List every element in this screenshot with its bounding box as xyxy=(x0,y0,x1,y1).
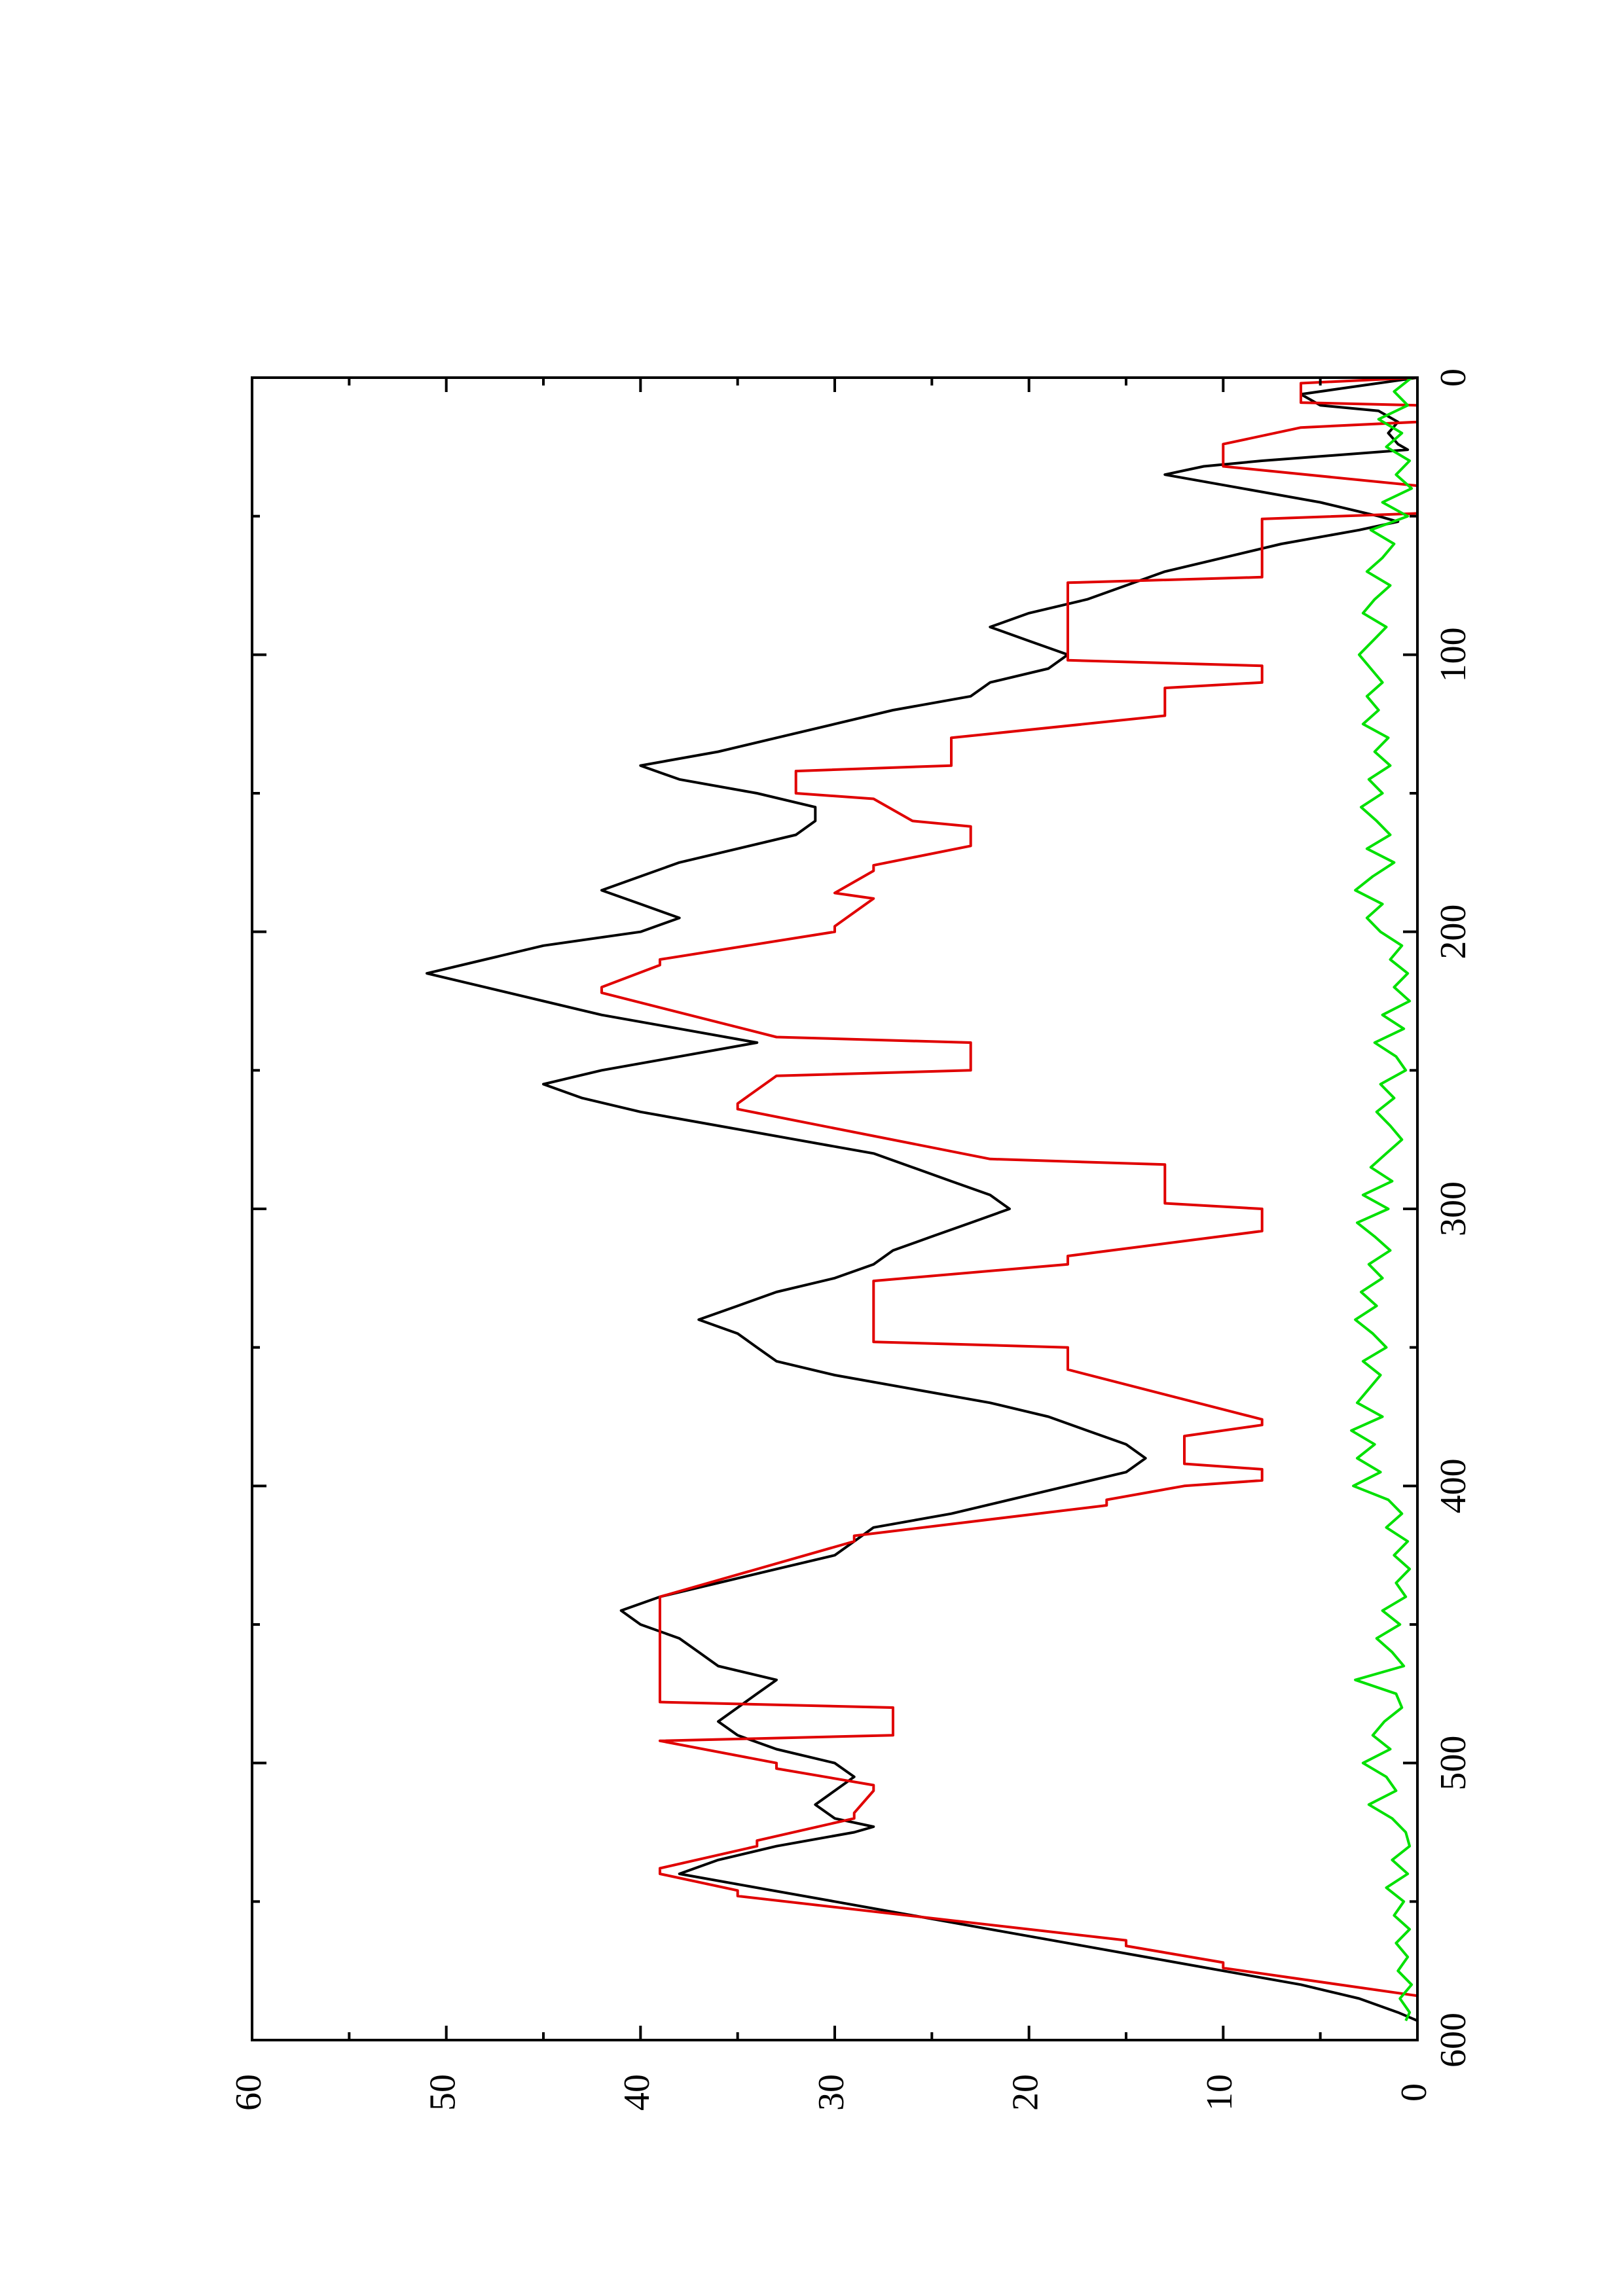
x-tick-label: 500 xyxy=(1433,1736,1474,1791)
y-tick-label: 0 xyxy=(1394,2083,1434,2102)
y-tick-label: 50 xyxy=(423,2074,464,2111)
y-tick-label: 20 xyxy=(1006,2074,1046,2111)
series-line-3 xyxy=(1350,376,1413,2022)
y-tick-label: 10 xyxy=(1199,2074,1240,2111)
x-tick-label: 200 xyxy=(1433,905,1474,960)
x-tick-label: 100 xyxy=(1433,627,1474,682)
series-line-1 xyxy=(426,376,1418,2022)
series-line-2 xyxy=(600,376,1419,2021)
y-tick-label: 40 xyxy=(617,2074,657,2111)
y-tick-label: 60 xyxy=(228,2074,269,2111)
x-tick-label: 300 xyxy=(1433,1181,1474,1236)
y-tick-label: 30 xyxy=(811,2074,852,2111)
tick-label-layer: 0 100 200 300 400 500 600 0 10 20 30 40 50 60 xyxy=(228,368,1474,2111)
x-tick-label: 0 xyxy=(1433,368,1474,387)
series-layer xyxy=(426,376,1419,2022)
x-tick-label: 400 xyxy=(1433,1458,1474,1513)
plot-frame xyxy=(251,376,1419,2041)
x-tick-label: 600 xyxy=(1433,2013,1474,2068)
